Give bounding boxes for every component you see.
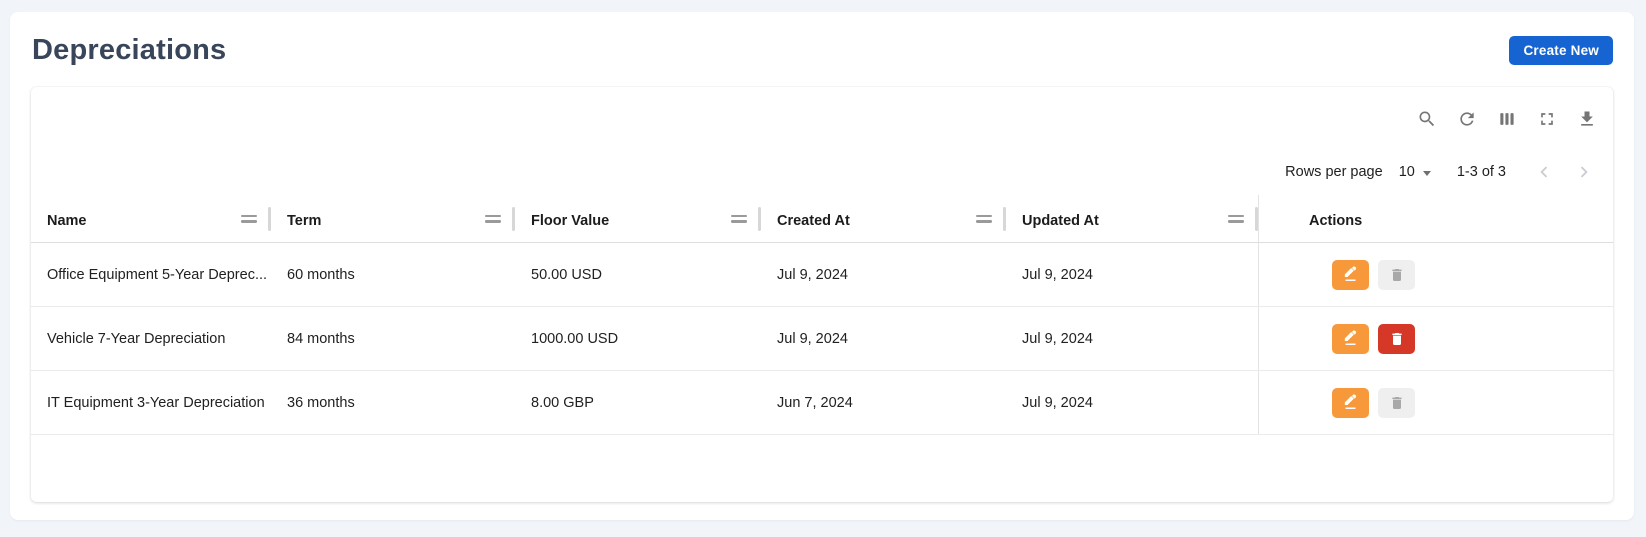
cell-value: Jul 9, 2024 bbox=[1022, 266, 1093, 283]
delete-button[interactable] bbox=[1378, 323, 1415, 354]
table-row: IT Equipment 3-Year Depreciation 36 mont… bbox=[31, 371, 1613, 435]
edit-button[interactable] bbox=[1332, 259, 1369, 290]
toolbar-search-button[interactable] bbox=[1414, 106, 1440, 132]
column-header-actions: Actions bbox=[1258, 195, 1613, 242]
cell-value: Office Equipment 5-Year Deprec... bbox=[47, 266, 268, 283]
trash-icon bbox=[1391, 268, 1402, 281]
column-header-label: Name bbox=[47, 212, 87, 229]
panel-header: Depreciations Create New bbox=[10, 12, 1634, 67]
delete-button[interactable] bbox=[1378, 387, 1415, 418]
cell-value: Jul 9, 2024 bbox=[777, 330, 848, 347]
toolbar-refresh-button[interactable] bbox=[1454, 106, 1480, 132]
column-header-term[interactable]: Term bbox=[271, 195, 515, 242]
cell-created-at: Jun 7, 2024 bbox=[761, 371, 1006, 434]
cell-term: 36 months bbox=[271, 371, 515, 434]
rows-per-page-label: Rows per page bbox=[1285, 164, 1383, 180]
column-header-label: Term bbox=[287, 212, 322, 229]
column-header-label: Actions bbox=[1309, 212, 1363, 229]
column-resize-handle[interactable] bbox=[1003, 206, 1006, 231]
create-new-button[interactable]: Create New bbox=[1509, 36, 1613, 65]
data-grid: Rows per page 10 1-3 of 3 Name Term bbox=[31, 87, 1613, 502]
trash-icon bbox=[1391, 396, 1402, 409]
cell-value: IT Equipment 3-Year Depreciation bbox=[47, 394, 265, 411]
column-resize-handle[interactable] bbox=[758, 206, 761, 231]
cell-created-at: Jul 9, 2024 bbox=[761, 307, 1006, 370]
cell-value: 60 months bbox=[287, 266, 355, 283]
column-header-updated-at[interactable]: Updated At bbox=[1006, 195, 1258, 242]
cell-name: Office Equipment 5-Year Deprec... bbox=[31, 243, 271, 306]
table-row: Vehicle 7-Year Depreciation 84 months 10… bbox=[31, 307, 1613, 371]
cell-updated-at: Jul 9, 2024 bbox=[1006, 371, 1258, 434]
cell-created-at: Jul 9, 2024 bbox=[761, 243, 1006, 306]
grid-toolbar bbox=[31, 87, 1613, 137]
edit-pencil-icon bbox=[1344, 330, 1357, 346]
page-title: Depreciations bbox=[32, 34, 227, 66]
refresh-icon bbox=[1460, 112, 1474, 126]
search-icon bbox=[1419, 111, 1435, 127]
cell-value: 36 months bbox=[287, 394, 355, 411]
column-header-floor-value[interactable]: Floor Value bbox=[515, 195, 761, 242]
cell-name: Vehicle 7-Year Depreciation bbox=[31, 307, 271, 370]
cell-value: Jul 9, 2024 bbox=[1022, 330, 1093, 347]
column-header-label: Updated At bbox=[1022, 212, 1099, 229]
rows-per-page-select[interactable]: 10 bbox=[1399, 164, 1431, 180]
edit-button[interactable] bbox=[1332, 387, 1369, 418]
cell-updated-at: Jul 9, 2024 bbox=[1006, 243, 1258, 306]
pagination-range: 1-3 of 3 bbox=[1456, 164, 1506, 180]
column-resize-handle[interactable] bbox=[512, 206, 515, 231]
cell-name: IT Equipment 3-Year Depreciation bbox=[31, 371, 271, 434]
cell-floor-value: 8.00 GBP bbox=[515, 371, 761, 434]
cell-updated-at: Jul 9, 2024 bbox=[1006, 307, 1258, 370]
cell-term: 60 months bbox=[271, 243, 515, 306]
depreciations-panel: Depreciations Create New Rows per page bbox=[10, 12, 1634, 520]
table-row: Office Equipment 5-Year Deprec... 60 mon… bbox=[31, 243, 1613, 307]
edit-pencil-icon bbox=[1344, 266, 1357, 282]
column-menu-icon[interactable] bbox=[1228, 214, 1244, 223]
chevron-right-icon bbox=[1580, 166, 1588, 178]
fullscreen-icon bbox=[1541, 113, 1553, 125]
chevron-down-icon bbox=[1422, 170, 1431, 176]
column-header-label: Floor Value bbox=[531, 212, 610, 229]
column-menu-icon[interactable] bbox=[731, 214, 747, 223]
cell-floor-value: 50.00 USD bbox=[515, 243, 761, 306]
column-header-label: Created At bbox=[777, 212, 850, 229]
cell-value: 50.00 USD bbox=[531, 266, 602, 283]
cell-value: 84 months bbox=[287, 330, 355, 347]
edit-button[interactable] bbox=[1332, 323, 1369, 354]
cell-actions bbox=[1258, 371, 1613, 434]
grid-pagination: Rows per page 10 1-3 of 3 bbox=[31, 137, 1613, 195]
cell-value: Jun 7, 2024 bbox=[777, 394, 853, 411]
columns-icon bbox=[1500, 113, 1514, 125]
previous-page-button[interactable] bbox=[1530, 158, 1558, 186]
column-menu-icon[interactable] bbox=[485, 214, 501, 223]
cell-value: Jul 9, 2024 bbox=[1022, 394, 1093, 411]
column-resize-handle[interactable] bbox=[268, 206, 271, 231]
cell-actions bbox=[1258, 307, 1613, 370]
column-menu-icon[interactable] bbox=[976, 214, 992, 223]
cell-value: 8.00 GBP bbox=[531, 394, 594, 411]
cell-term: 84 months bbox=[271, 307, 515, 370]
cell-floor-value: 1000.00 USD bbox=[515, 307, 761, 370]
column-header-created-at[interactable]: Created At bbox=[761, 195, 1006, 242]
column-header-name[interactable]: Name bbox=[31, 195, 271, 242]
rows-per-page-value: 10 bbox=[1398, 164, 1415, 180]
column-menu-icon[interactable] bbox=[241, 214, 257, 223]
grid-footer bbox=[31, 435, 1613, 502]
cell-value: 1000.00 USD bbox=[531, 330, 619, 347]
table-header-row: Name Term Floor Value Created At Updated bbox=[31, 195, 1613, 243]
table-body: Office Equipment 5-Year Deprec... 60 mon… bbox=[31, 243, 1613, 435]
delete-button[interactable] bbox=[1378, 259, 1415, 290]
edit-pencil-icon bbox=[1344, 394, 1357, 410]
cell-actions bbox=[1258, 243, 1613, 306]
cell-value: Jul 9, 2024 bbox=[777, 266, 848, 283]
column-resize-handle[interactable] bbox=[1255, 206, 1258, 231]
toolbar-download-button[interactable] bbox=[1574, 106, 1600, 132]
download-icon bbox=[1581, 111, 1593, 126]
toolbar-fullscreen-button[interactable] bbox=[1534, 106, 1560, 132]
chevron-left-icon bbox=[1540, 166, 1548, 178]
cell-value: Vehicle 7-Year Depreciation bbox=[47, 330, 226, 347]
next-page-button[interactable] bbox=[1570, 158, 1598, 186]
trash-icon bbox=[1391, 332, 1402, 345]
toolbar-columns-button[interactable] bbox=[1494, 106, 1520, 132]
